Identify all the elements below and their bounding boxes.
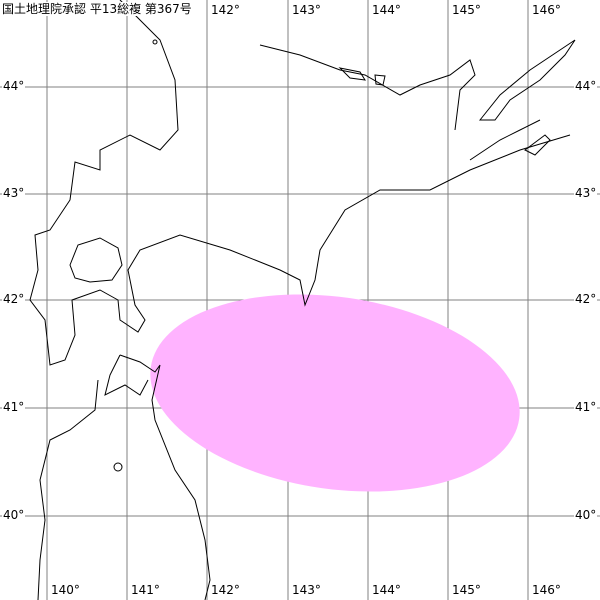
longitude-label: 140° [50,583,81,597]
longitude-label: 144° [371,3,402,17]
longitude-label: 144° [371,583,402,597]
approval-notice: 国土地理院承認 平13総複 第367号 [2,2,192,16]
latitude-label: 43° [574,186,598,200]
longitude-label: 141° [130,583,161,597]
longitude-label: 142° [210,3,241,17]
highlight-area[interactable] [137,272,532,514]
latitude-label: 43° [2,186,26,200]
latitude-label: 41° [2,400,26,414]
longitude-label: 146° [531,583,562,597]
latitude-label: 40° [2,508,26,522]
longitude-label: 142° [210,583,241,597]
longitude-label: 146° [531,3,562,17]
latitude-label: 42° [2,292,26,306]
latitude-label: 44° [574,79,598,93]
longitude-label: 143° [291,3,322,17]
latitude-label: 42° [574,292,598,306]
longitude-label: 145° [451,3,482,17]
longitude-label: 145° [451,583,482,597]
latitude-label: 41° [574,400,598,414]
latitude-label: 44° [2,79,26,93]
longitude-label: 143° [291,583,322,597]
coastline [29,0,576,600]
latitude-label: 40° [574,508,598,522]
